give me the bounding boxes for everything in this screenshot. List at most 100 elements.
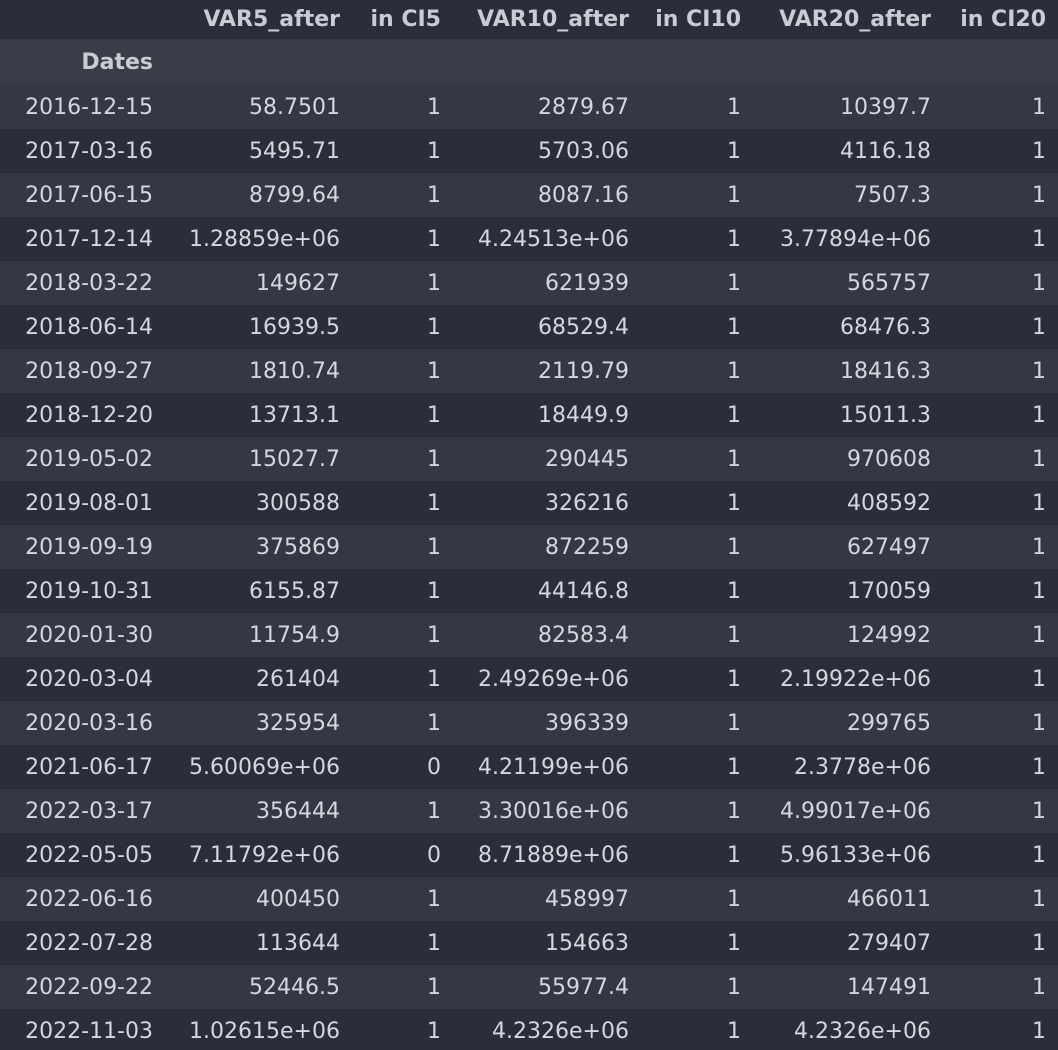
cell-in-ci10: 1 [727,182,741,208]
cell-var5-after: 11754.9 [249,622,340,648]
cell-in-ci5: 1 [427,138,441,164]
row-index-date: 2022-09-22 [25,974,153,1000]
index-header-row: Dates [0,39,1058,85]
cell-var20-after: 170059 [847,578,931,604]
table-row: 2022-07-28 113644 1 154663 1 279407 1 [0,921,1058,965]
cell-in-ci10: 1 [727,94,741,120]
cell-in-ci20: 1 [1032,270,1046,296]
row-index-date: 2020-03-16 [25,710,153,736]
table-row: 2020-03-04 261404 1 2.49269e+06 1 2.19922e+06… [0,657,1058,701]
cell-in-ci10: 1 [727,1018,741,1044]
cell-in-ci5: 1 [427,710,441,736]
row-index-date: 2019-05-02 [25,446,153,472]
cell-var10-after: 2.49269e+06 [478,666,629,692]
cell-var10-after: 8087.16 [538,182,629,208]
row-index-date: 2016-12-15 [25,94,153,120]
cell-in-ci10: 1 [727,226,741,252]
cell-in-ci20: 1 [1032,798,1046,824]
cell-in-ci5: 1 [427,534,441,560]
table-row: 2019-10-31 6155.87 1 44146.8 1 170059 1 [0,569,1058,613]
cell-var5-after: 261404 [256,666,340,692]
table-row: 2017-03-16 5495.71 1 5703.06 1 4116.18 1 [0,129,1058,173]
cell-in-ci10: 1 [727,886,741,912]
cell-var20-after: 10397.7 [840,94,931,120]
cell-var10-after: 44146.8 [538,578,629,604]
cell-in-ci5: 1 [427,930,441,956]
cell-var20-after: 299765 [847,710,931,736]
cell-in-ci10: 1 [727,314,741,340]
table-row: 2018-09-27 1810.74 1 2119.79 1 18416.3 1 [0,349,1058,393]
cell-var20-after: 4116.18 [840,138,931,164]
cell-var20-after: 408592 [847,490,931,516]
table-row: 2018-03-22 149627 1 621939 1 565757 1 [0,261,1058,305]
cell-in-ci5: 1 [427,1018,441,1044]
cell-var20-after: 7507.3 [854,182,931,208]
cell-var5-after: 5495.71 [249,138,340,164]
cell-in-ci10: 1 [727,578,741,604]
row-index-date: 2018-03-22 [25,270,153,296]
cell-in-ci5: 1 [427,578,441,604]
cell-var20-after: 5.96133e+06 [780,842,931,868]
cell-var5-after: 1810.74 [249,358,340,384]
row-index-date: 2018-12-20 [25,402,153,428]
cell-in-ci10: 1 [727,402,741,428]
cell-in-ci20: 1 [1032,358,1046,384]
cell-var10-after: 154663 [545,930,629,956]
cell-in-ci20: 1 [1032,226,1046,252]
cell-var20-after: 3.77894e+06 [780,226,931,252]
row-index-date: 2020-03-04 [25,666,153,692]
cell-in-ci10: 1 [727,930,741,956]
cell-var20-after: 2.19922e+06 [780,666,931,692]
cell-var20-after: 124992 [847,622,931,648]
cell-in-ci5: 1 [427,446,441,472]
index-header-blank [165,39,352,85]
table-row: 2017-12-14 1.28859e+06 1 4.24513e+06 1 3.7789… [0,217,1058,261]
cell-in-ci20: 1 [1032,314,1046,340]
row-index-date: 2019-10-31 [25,578,153,604]
cell-in-ci5: 1 [427,798,441,824]
row-index-date: 2020-01-30 [25,622,153,648]
cell-in-ci5: 1 [427,94,441,120]
cell-in-ci10: 1 [727,710,741,736]
cell-in-ci5: 1 [427,182,441,208]
header-corner-cell [0,0,165,39]
table-header: VAR5_after in CI5 VAR10_after in CI10 VA… [0,0,1058,85]
cell-var20-after: 279407 [847,930,931,956]
cell-var20-after: 18416.3 [840,358,931,384]
table-row: 2016-12-15 58.7501 1 2879.67 1 10397.7 1 [0,85,1058,129]
cell-in-ci20: 1 [1032,622,1046,648]
cell-in-ci10: 1 [727,138,741,164]
table-row: 2021-06-17 5.60069e+06 0 4.21199e+06 1 2.3778… [0,745,1058,789]
cell-var20-after: 466011 [847,886,931,912]
cell-var5-after: 356444 [256,798,340,824]
cell-var5-after: 1.02615e+06 [189,1018,340,1044]
index-header-blank [641,39,753,85]
cell-var10-after: 4.21199e+06 [478,754,629,780]
cell-in-ci20: 1 [1032,974,1046,1000]
row-index-date: 2022-11-03 [25,1018,153,1044]
cell-in-ci5: 1 [427,402,441,428]
cell-var5-after: 15027.7 [249,446,340,472]
cell-var5-after: 6155.87 [249,578,340,604]
cell-in-ci5: 1 [427,270,441,296]
cell-var10-after: 82583.4 [538,622,629,648]
cell-in-ci20: 1 [1032,666,1046,692]
cell-var10-after: 3.30016e+06 [478,798,629,824]
table-body: 2016-12-15 58.7501 1 2879.67 1 10397.7 1 2017-0… [0,85,1058,1050]
cell-in-ci20: 1 [1032,534,1046,560]
cell-var5-after: 300588 [256,490,340,516]
cell-var10-after: 55977.4 [538,974,629,1000]
cell-var5-after: 16939.5 [249,314,340,340]
index-header-blank [753,39,943,85]
column-header-in-ci20: in CI20 [943,0,1058,39]
table-row: 2022-05-05 7.11792e+06 0 8.71889e+06 1 5.9613… [0,833,1058,877]
cell-var10-after: 68529.4 [538,314,629,340]
cell-var5-after: 1.28859e+06 [189,226,340,252]
cell-var5-after: 58.7501 [249,94,340,120]
cell-var20-after: 565757 [847,270,931,296]
table-row: 2019-08-01 300588 1 326216 1 408592 1 [0,481,1058,525]
cell-in-ci10: 1 [727,798,741,824]
cell-var10-after: 5703.06 [538,138,629,164]
cell-var20-after: 68476.3 [840,314,931,340]
